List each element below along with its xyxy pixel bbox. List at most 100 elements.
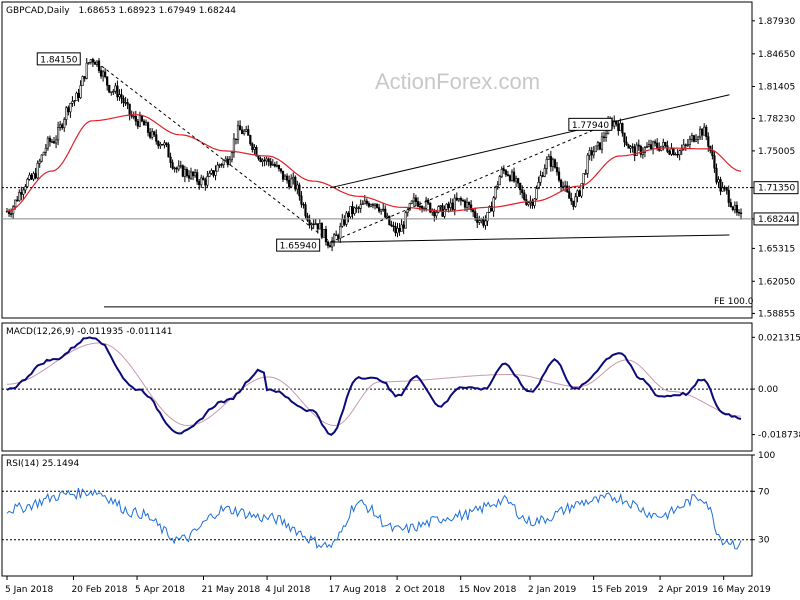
candle-body (553, 159, 557, 168)
candle-body (701, 128, 704, 136)
candle-body (200, 177, 203, 186)
candle-body (582, 173, 585, 184)
x-tick-label: 2 Oct 2018 (395, 585, 445, 595)
candle-body (455, 197, 458, 201)
candle-body (602, 136, 606, 138)
candle-body (437, 206, 440, 213)
candle-body (696, 136, 700, 140)
candle-body (613, 120, 616, 127)
candle-body (727, 189, 730, 203)
candle-body (187, 175, 191, 179)
candle-body (355, 207, 358, 209)
candle-body (87, 62, 90, 64)
price-layer: 1.84150 1.65940 1.77940 FE 100.0 (2, 52, 754, 308)
candle-body (75, 92, 78, 102)
candle-body (643, 147, 647, 153)
candle-body (656, 142, 659, 148)
price-tick-label: 1.62050 (758, 277, 795, 287)
candle-body (259, 158, 262, 162)
candle-body (392, 225, 395, 228)
candle-body (269, 161, 272, 166)
candle-body (557, 171, 561, 181)
price-tick-label: 1.84650 (758, 50, 795, 60)
candle-body (65, 107, 68, 120)
candle-body (44, 147, 47, 153)
candle-body (386, 215, 389, 218)
candle-body (453, 197, 456, 210)
candle-body (692, 135, 696, 142)
candle-body (651, 141, 655, 149)
candle-body (149, 132, 152, 138)
candle-body (314, 223, 317, 225)
candle-body (637, 144, 640, 147)
candle-body (472, 209, 475, 213)
price-tick-label: 1.65315 (758, 244, 795, 254)
trendline-1 (330, 94, 730, 189)
candle-body (486, 211, 489, 222)
candle-body (666, 145, 669, 152)
candle-body (412, 197, 415, 202)
candle-body (181, 165, 184, 177)
candle-body (167, 144, 170, 158)
candle-body (484, 220, 487, 226)
candle-body (508, 175, 512, 181)
candle-body (598, 142, 602, 150)
macd-panel-frame (1, 322, 753, 452)
candle-body (592, 151, 595, 156)
candle-body (110, 91, 113, 93)
candle-body (236, 125, 240, 140)
candle-body (290, 178, 293, 188)
ohlc-values: 1.68653 1.68923 1.67949 1.68244 (78, 6, 236, 16)
candle-body (482, 219, 485, 226)
trendline-2 (330, 234, 730, 243)
candle-body (16, 199, 19, 202)
candle-body (390, 224, 393, 227)
candle-body (251, 143, 254, 150)
candle-body (124, 102, 127, 104)
candle-body (18, 192, 21, 202)
candle-body (163, 142, 166, 146)
candle-body (676, 154, 679, 156)
candle-body (678, 150, 681, 155)
candle-body (414, 197, 418, 202)
candle-body (241, 129, 244, 135)
candle-body (52, 141, 56, 144)
x-tick-label: 17 Aug 2018 (329, 585, 387, 595)
candle-body (292, 176, 295, 180)
candle-body (214, 170, 217, 176)
rsi-layer (2, 487, 752, 550)
candle-body (349, 206, 352, 218)
candle-body (191, 171, 195, 177)
candle-body (680, 148, 683, 152)
candle-body (510, 171, 514, 181)
candle-body (104, 71, 107, 78)
candle-body (672, 148, 675, 156)
x-tick-label: 2 Apr 2019 (658, 585, 708, 595)
candle-body (594, 145, 597, 153)
candle-body (189, 171, 193, 179)
candle-body (126, 102, 129, 105)
candle-body (28, 174, 31, 180)
price-tick-label: 1.68244 (758, 215, 795, 225)
x-tick-label: 15 Feb 2019 (592, 585, 648, 595)
candle-body (265, 158, 268, 162)
candle-body (429, 202, 432, 213)
candle-body (623, 132, 626, 143)
candle-body (535, 188, 538, 200)
candle-body (504, 170, 507, 175)
candle-body (451, 202, 454, 210)
candle-body (255, 147, 258, 157)
candle-body (77, 92, 80, 98)
candle-body (382, 208, 385, 211)
candle-body (22, 189, 25, 195)
candle-body (463, 200, 467, 208)
price-header: GBPCAD,Daily 1.68653 1.68923 1.67949 1.6… (6, 6, 236, 16)
candle-body (273, 164, 276, 167)
candle-body (232, 138, 236, 153)
candle-body (48, 137, 52, 142)
rsi-tick-label: 100 (758, 451, 775, 461)
candle-body (621, 123, 624, 134)
label-fe-100: FE 100.0 (714, 297, 754, 307)
price-tick-label: 1.78230 (758, 114, 795, 124)
candle-body (439, 205, 442, 207)
